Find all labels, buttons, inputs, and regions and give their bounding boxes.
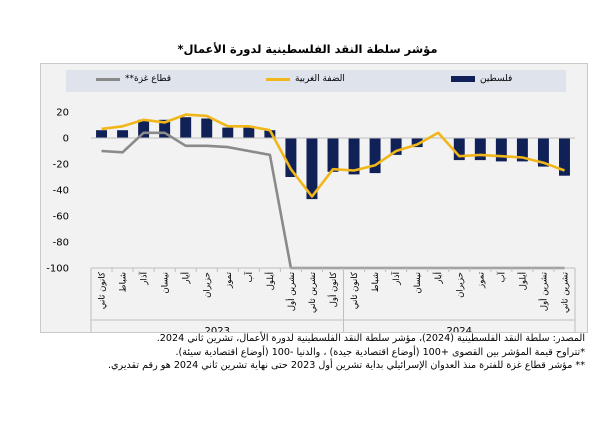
bar-palestine	[117, 130, 129, 138]
legend-item-palestine: فلسطين	[451, 74, 512, 84]
x-tick-label: آب	[243, 271, 255, 282]
legend-label-gaza: قطاع غزة**	[125, 74, 172, 84]
legend-swatch-palestine	[451, 76, 475, 82]
bar-palestine	[559, 138, 570, 176]
legend-label-west-bank: الضفة الغربية	[295, 74, 345, 84]
legend-item-west-bank: الضفة الغربية	[266, 74, 345, 84]
bar-palestine	[474, 138, 486, 161]
x-tick-label: آب	[495, 271, 507, 282]
y-tick-label: -20	[53, 160, 69, 171]
x-tick-label: أيار	[180, 272, 192, 285]
y-tick-label: 0	[63, 134, 69, 145]
x-tick-label: آذار	[138, 271, 150, 285]
bar-palestine	[516, 138, 528, 162]
y-tick-label: -40	[53, 186, 69, 197]
year-label: 2024	[447, 326, 472, 332]
x-tick-label: أيلول	[264, 272, 276, 290]
bar-palestine	[453, 138, 465, 161]
x-tick-label: أيلول	[516, 272, 528, 290]
bar-palestine	[285, 138, 297, 177]
legend-label-palestine: فلسطين	[480, 74, 513, 84]
x-tick-label: أيار	[432, 272, 444, 285]
bar-palestine	[495, 138, 507, 162]
x-tick-label: حزيران	[455, 272, 465, 298]
x-tick-label: تموز	[224, 271, 234, 289]
x-tick-label: كانون ثاني	[98, 271, 108, 309]
chart-title: مؤشر سلطة النقد الفلسطينية لدورة الأعمال…	[177, 42, 438, 56]
chart-legend: فلسطين الضفة الغربية قطاع غزة**	[66, 70, 566, 92]
legend-swatch-gaza	[96, 77, 120, 81]
chart-notes: المصدر: سلطة النقد الفلسطينية (2024)، مؤ…	[25, 332, 585, 373]
gaza-estimate-note: ** مؤشر قطاع غزة للفترة منذ العدوان الإس…	[107, 360, 585, 371]
x-tick-label: تشرين أول	[285, 271, 297, 311]
y-tick-label: -80	[53, 238, 69, 249]
source-note: المصدر: سلطة النقد الفلسطينية (2024)، مؤ…	[156, 333, 585, 344]
range-note: *تتراوح قيمة المؤشر بين القصوى +100 (أوض…	[175, 346, 585, 358]
y-tick-label: -100	[46, 264, 69, 275]
bar-palestine	[390, 138, 402, 155]
y-tick-label: -60	[53, 212, 69, 223]
x-tick-label: تموز	[476, 271, 486, 289]
x-tick-label: تشرين ثاني	[560, 271, 570, 313]
x-tick-label: كانون ثاني	[350, 271, 360, 309]
bar-palestine	[96, 130, 107, 138]
x-tick-label: تشرين أول	[537, 271, 549, 311]
x-tick-label: شباط	[119, 272, 129, 292]
x-tick-label: نيسان	[413, 272, 423, 294]
chart-plot: 20 0 -20 -40 -60 -80 -100 كانون ثاني شباط آذار نيس…	[46, 108, 576, 332]
bar-palestine	[264, 130, 276, 138]
legend-swatch-west-bank	[266, 77, 290, 81]
x-tick-label: شباط	[371, 272, 381, 292]
x-tick-label: تشرين ثاني	[308, 271, 318, 313]
bar-palestine	[159, 119, 171, 138]
bar-palestine	[411, 138, 423, 148]
x-tick-label: آذار	[390, 271, 402, 285]
line-west-bank	[101, 113, 565, 198]
bar-palestine	[138, 119, 150, 138]
x-tick-label: نيسان	[161, 272, 171, 294]
bar-palestine	[180, 117, 192, 138]
bar-palestine	[306, 138, 318, 200]
chart-frame: 20 0 -20 -40 -60 -80 -100 كانون ثاني شباط آذار نيس…	[40, 63, 588, 333]
x-tick-label: كانون أول	[327, 271, 339, 307]
x-tick-label: حزيران	[203, 272, 213, 298]
bar-palestine	[222, 127, 234, 138]
legend-item-gaza: قطاع غزة**	[96, 74, 171, 84]
year-label: 2023	[205, 326, 230, 332]
bar-palestine	[327, 138, 339, 172]
bar-palestine	[348, 138, 360, 175]
bar-palestine	[201, 118, 213, 138]
y-tick-label: 20	[56, 108, 69, 119]
bar-palestine	[537, 138, 549, 167]
bar-palestine	[243, 127, 255, 138]
bar-palestine	[369, 138, 381, 174]
